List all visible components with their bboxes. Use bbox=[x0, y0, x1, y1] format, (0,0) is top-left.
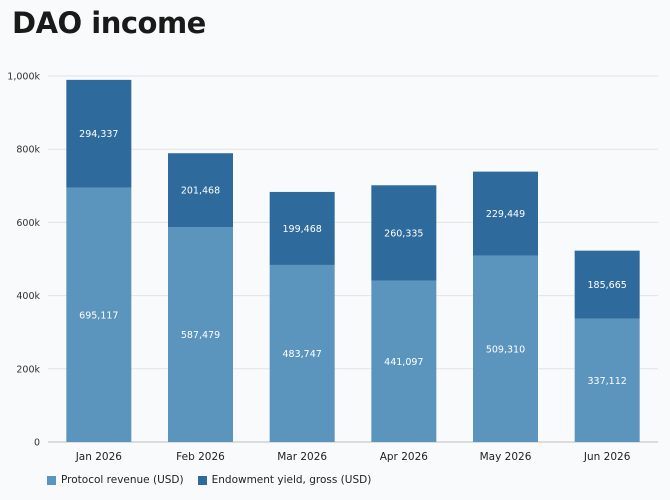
data-label: 441,097 bbox=[384, 357, 423, 368]
bar-segment-protocol-revenue bbox=[269, 264, 335, 442]
legend-label-protocol-revenue: Protocol revenue (USD) bbox=[61, 474, 184, 486]
x-tick-label: Mar 2026 bbox=[277, 451, 327, 463]
legend: Protocol revenue (USD) Endowment yield, … bbox=[47, 474, 385, 486]
bar-segment-protocol-revenue bbox=[168, 226, 233, 442]
y-tick-label: 1,000k bbox=[7, 72, 40, 83]
bar-segment-endowment-yield bbox=[269, 191, 335, 265]
legend-item-endowment-yield[interactable]: Endowment yield, gross (USD) bbox=[197, 474, 372, 486]
bar-segment-endowment-yield bbox=[473, 171, 538, 256]
x-tick-label: May 2026 bbox=[480, 451, 532, 463]
bar-segment-endowment-yield bbox=[66, 79, 132, 188]
data-label: 185,665 bbox=[588, 280, 627, 291]
x-tick-label: Feb 2026 bbox=[176, 451, 225, 463]
chart-title: DAO income bbox=[12, 6, 206, 40]
legend-label-endowment-yield: Endowment yield, gross (USD) bbox=[211, 474, 372, 486]
y-tick-label: 200k bbox=[16, 364, 40, 375]
data-label: 337,112 bbox=[588, 376, 627, 387]
data-label: 260,335 bbox=[384, 228, 423, 239]
data-label: 587,479 bbox=[181, 330, 220, 341]
y-tick-label: 400k bbox=[16, 291, 40, 302]
data-label: 695,117 bbox=[79, 310, 118, 321]
legend-swatch-protocol-revenue bbox=[47, 475, 56, 485]
y-tick-label: 0 bbox=[34, 438, 40, 449]
data-label: 199,468 bbox=[283, 224, 322, 235]
bar-segment-endowment-yield bbox=[574, 250, 640, 319]
legend-item-protocol-revenue[interactable]: Protocol revenue (USD) bbox=[47, 474, 184, 486]
bar-segment-protocol-revenue bbox=[473, 255, 538, 442]
bar-segment-endowment-yield bbox=[168, 153, 233, 227]
data-label: 509,310 bbox=[486, 344, 525, 355]
x-tick-label: Apr 2026 bbox=[380, 451, 429, 463]
data-label: 483,747 bbox=[283, 349, 322, 360]
data-label: 201,468 bbox=[181, 186, 220, 197]
data-label: 229,449 bbox=[486, 209, 525, 220]
bar-segment-protocol-revenue bbox=[371, 280, 437, 442]
bar-segment-protocol-revenue bbox=[574, 318, 640, 442]
legend-swatch-endowment-yield bbox=[197, 475, 207, 485]
y-tick-label: 800k bbox=[16, 145, 40, 156]
x-tick-label: Jan 2026 bbox=[75, 451, 123, 463]
x-tick-label: Jun 2026 bbox=[583, 451, 631, 463]
y-tick-label: 600k bbox=[16, 218, 40, 229]
stacked-bar-chart: 0 200k 400k 600k 800k 1,000k 695,117 294,337 Jan… bbox=[7, 72, 658, 463]
bar-segment-protocol-revenue bbox=[66, 187, 132, 442]
bar-segment-endowment-yield bbox=[371, 185, 437, 281]
data-label: 294,337 bbox=[79, 129, 118, 140]
